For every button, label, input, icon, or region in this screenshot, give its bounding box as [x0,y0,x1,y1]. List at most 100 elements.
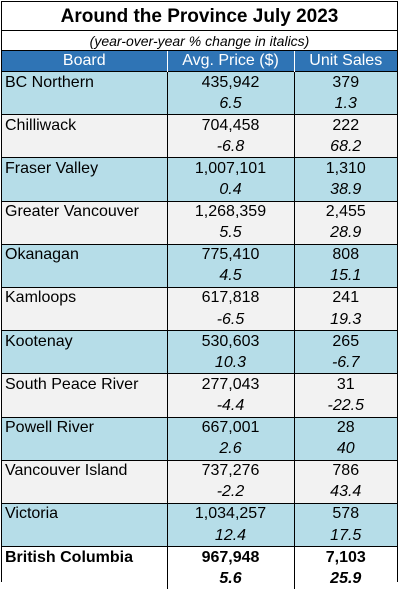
unit-sales: 578 [294,503,397,525]
board-name-spacer [2,568,167,589]
unit-sales: 28 [294,417,397,439]
board-change-row: -4.4-22.5 [2,395,397,417]
board-name: Okanagan [2,244,167,266]
unit-sales-change: 38.9 [294,179,397,201]
avg-price-change: 4.5 [167,266,294,288]
unit-sales-change: -22.5 [294,395,397,417]
avg-price: 617,818 [167,287,294,309]
board-name: BC Northern [2,72,167,94]
avg-price-change: 5.6 [167,568,294,589]
header-row: Board Avg. Price ($) Unit Sales [2,51,397,72]
avg-price: 737,276 [167,460,294,482]
board-name-spacer [2,223,167,245]
province-table-panel: Around the Province July 2023 (year-over… [1,1,398,582]
board-name: Victoria [2,503,167,525]
board-name: Greater Vancouver [2,201,167,223]
unit-sales: 265 [294,331,397,353]
avg-price: 1,007,101 [167,158,294,180]
avg-price: 667,001 [167,417,294,439]
avg-price-change: 2.6 [167,439,294,461]
unit-sales-change: 19.3 [294,309,397,331]
unit-sales-change: 17.5 [294,525,397,547]
avg-price-change: -4.4 [167,395,294,417]
unit-sales: 2,455 [294,201,397,223]
avg-price-change: 10.3 [167,352,294,374]
board-name: Vancouver Island [2,460,167,482]
avg-price-change: -2.2 [167,482,294,504]
avg-price: 967,948 [167,547,294,569]
avg-price: 530,603 [167,331,294,353]
board-name-spacer [2,395,167,417]
avg-price: 277,043 [167,374,294,396]
unit-sales-change: 15.1 [294,266,397,288]
avg-price: 775,410 [167,244,294,266]
unit-sales-change: 68.2 [294,136,397,158]
board-name-spacer [2,179,167,201]
board-name: Kootenay [2,331,167,353]
unit-sales: 379 [294,72,397,94]
avg-price: 704,458 [167,115,294,137]
board-name-spacer [2,309,167,331]
header-board: Board [2,51,167,72]
board-name-spacer [2,266,167,288]
unit-sales: 786 [294,460,397,482]
unit-sales: 31 [294,374,397,396]
unit-sales: 222 [294,115,397,137]
table-title: Around the Province July 2023 [2,2,397,31]
board-name-spacer [2,136,167,158]
board-name-spacer [2,439,167,461]
board-name: South Peace River [2,374,167,396]
avg-price-change: 12.4 [167,525,294,547]
avg-price-change: 0.4 [167,179,294,201]
unit-sales: 7,103 [294,547,397,569]
unit-sales-change: 25.9 [294,568,397,589]
board-name: British Columbia [2,547,167,569]
board-name: Chilliwack [2,115,167,137]
board-name: Kamloops [2,287,167,309]
unit-sales: 808 [294,244,397,266]
board-change-row: 10.3-6.7 [2,352,397,374]
avg-price-change: 6.5 [167,93,294,115]
board-name-spacer [2,93,167,115]
unit-sales-change: 1.3 [294,93,397,115]
sales-table: Board Avg. Price ($) Unit Sales BC North… [2,51,397,589]
avg-price-change: -6.5 [167,309,294,331]
unit-sales-change: 43.4 [294,482,397,504]
unit-sales-change: 40 [294,439,397,461]
board-name: Fraser Valley [2,158,167,180]
avg-price: 1,268,359 [167,201,294,223]
header-avg-price: Avg. Price ($) [167,51,294,72]
board-name: Powell River [2,417,167,439]
avg-price-change: -6.8 [167,136,294,158]
board-name-spacer [2,482,167,504]
unit-sales-change: -6.7 [294,352,397,374]
header-unit-sales: Unit Sales [294,51,397,72]
board-name-spacer [2,352,167,374]
unit-sales: 1,310 [294,158,397,180]
avg-price: 1,034,257 [167,503,294,525]
board-name-spacer [2,525,167,547]
